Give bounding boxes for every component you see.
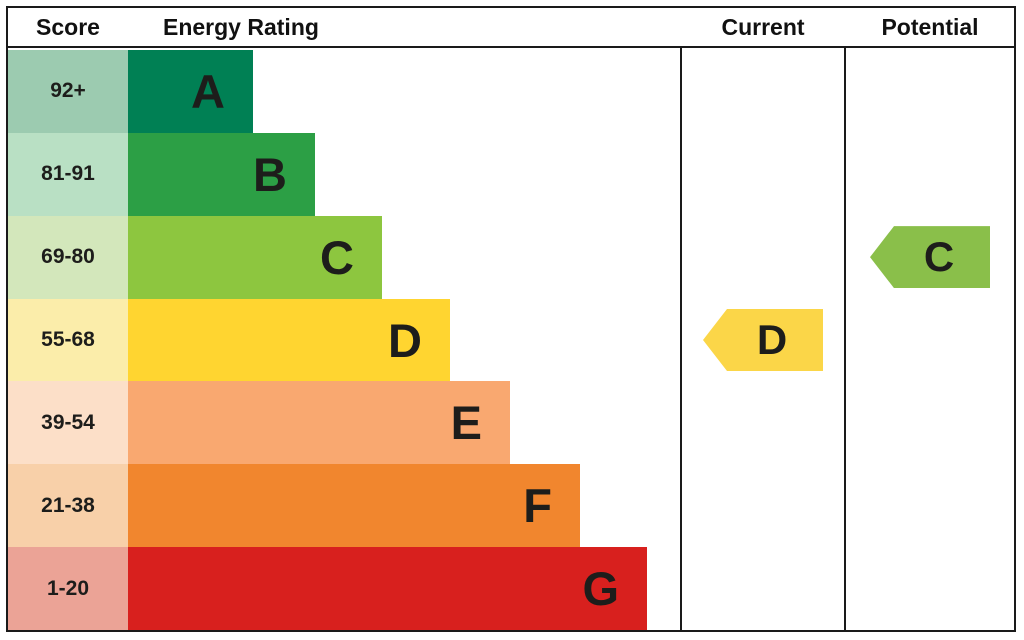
rating-bar-e: E <box>128 381 510 465</box>
band-row-c: 69-80 C <box>8 215 680 299</box>
band-row-f: 21-38 F <box>8 464 680 548</box>
score-cell: 55-68 <box>8 298 128 382</box>
potential-rating-arrow: C <box>870 226 990 289</box>
rating-letter: D <box>388 313 422 367</box>
header-score: Score <box>36 14 100 40</box>
rating-letter: A <box>191 64 225 118</box>
header-energy-rating: Energy Rating <box>163 14 319 40</box>
current-rating-arrow: D <box>703 309 823 371</box>
rating-bar-f: F <box>128 464 580 548</box>
band-row-g: 1-20 G <box>8 547 680 631</box>
band-row-e: 39-54 E <box>8 381 680 465</box>
header-potential: Potential <box>881 14 979 40</box>
divider-potential-column <box>844 8 846 630</box>
rating-bar-d: D <box>128 298 450 382</box>
divider-current-column <box>680 8 682 630</box>
rating-letter: G <box>582 562 619 616</box>
score-cell: 39-54 <box>8 381 128 465</box>
rating-bar-a: A <box>128 50 253 133</box>
current-rating-letter: D <box>756 316 788 363</box>
rating-bar-g: G <box>128 547 647 631</box>
score-cell: 21-38 <box>8 464 128 548</box>
header-current: Current <box>721 14 805 40</box>
potential-rating-letter: C <box>923 233 955 281</box>
score-cell: 69-80 <box>8 215 128 299</box>
score-cell: 1-20 <box>8 547 128 631</box>
rating-letter: C <box>320 230 354 284</box>
rating-letter: F <box>523 479 552 533</box>
rating-letter: E <box>450 396 482 450</box>
score-cell: 81-91 <box>8 132 128 216</box>
epc-rating-chart: Score Energy Rating Current Potential 92… <box>6 6 1016 632</box>
band-row-a: 92+ A <box>8 50 680 133</box>
band-row-b: 81-91 B <box>8 132 680 216</box>
band-row-d: 55-68 D <box>8 298 680 382</box>
chart-header: Score Energy Rating Current Potential <box>8 8 1014 48</box>
rating-bar-c: C <box>128 215 382 299</box>
rating-letter: B <box>253 147 287 201</box>
score-cell: 92+ <box>8 50 128 133</box>
rating-bands: 92+ A 81-91 B 69-80 C 55-68 D 39-54 E 21… <box>8 50 680 631</box>
rating-bar-b: B <box>128 132 315 216</box>
